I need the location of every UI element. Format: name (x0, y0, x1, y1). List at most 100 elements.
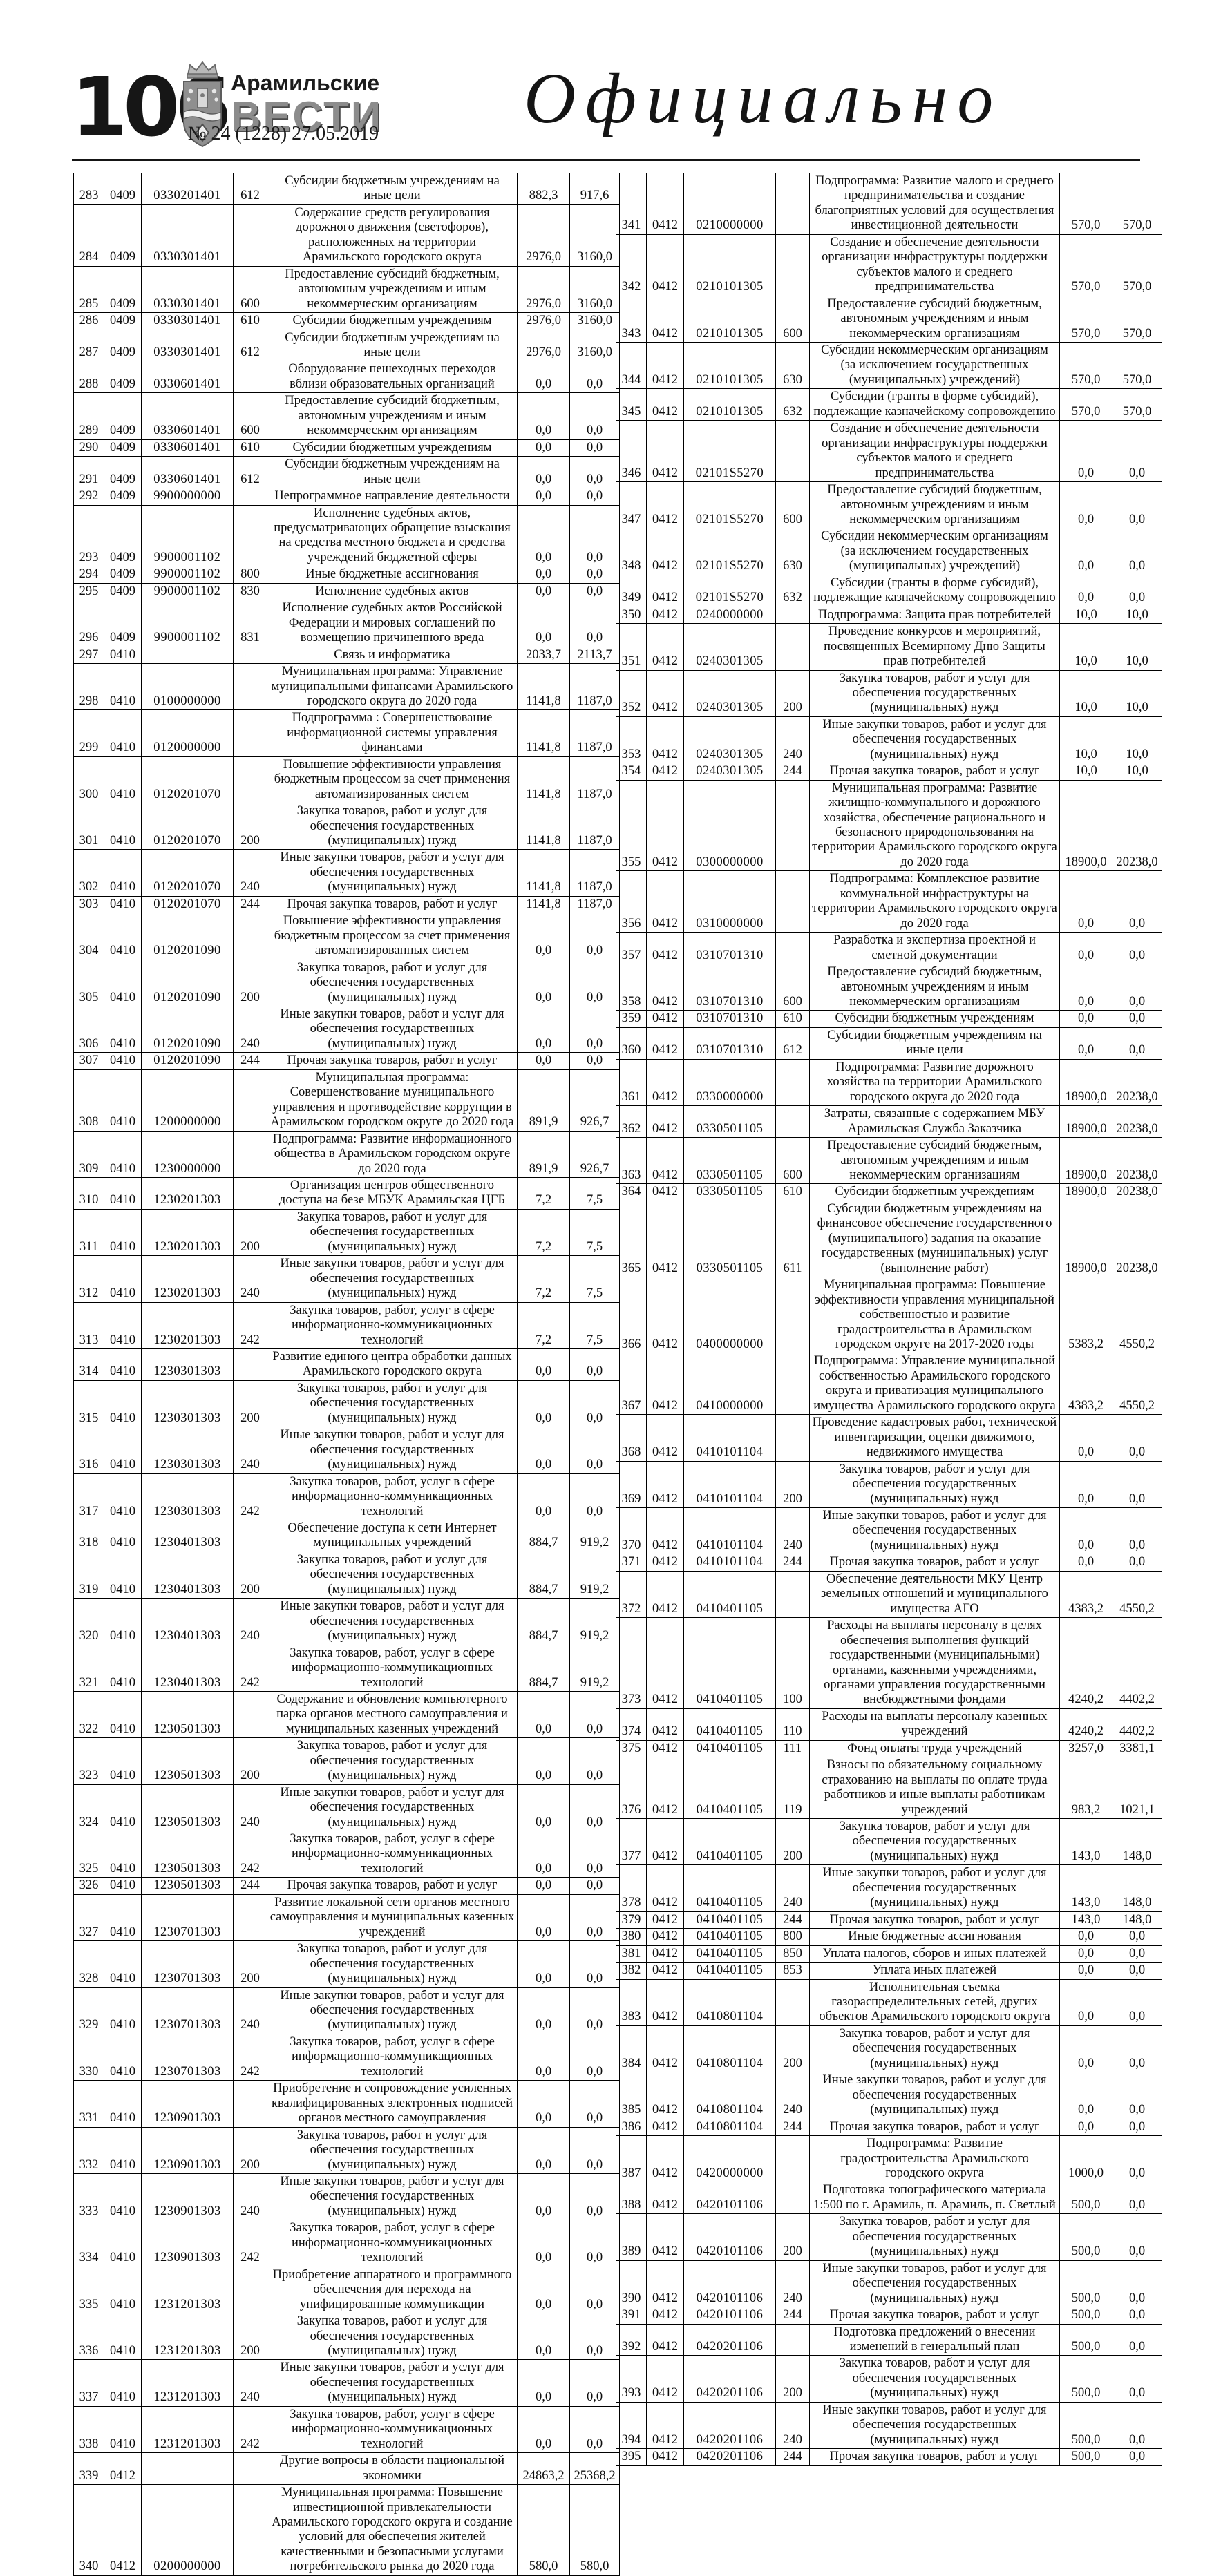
amount-2019: 0,0 (1059, 1945, 1112, 1963)
table-row: 312 0410 1230201303 240 Иные закупки товаров… (73, 1255, 620, 1303)
target-code: 0410101104 (683, 1460, 776, 1508)
row-number: 325 (73, 1831, 104, 1878)
expense-description: Субсидии бюджетным учреждениям на финанс… (809, 1200, 1060, 1278)
section-code: 0412 (646, 388, 684, 421)
expense-description: Разработка и экспертиза проектной и смет… (809, 932, 1060, 965)
table-row: 327 0410 1230701303 Развитие локальной сети… (73, 1893, 620, 1942)
row-number: 334 (73, 2220, 104, 2267)
target-code: 9900000000 (141, 488, 234, 506)
amount-2020: 0,0 (569, 439, 620, 457)
expense-type-code (233, 1130, 267, 1179)
amount-2020: 926,7 (569, 1069, 620, 1132)
expense-type-code: 119 (775, 1757, 810, 1820)
table-row: 380 0412 0410401105 800 Иные бюджетные ассиг… (616, 1928, 1162, 1946)
expense-description: Закупка товаров, работ, услуг в сфере ин… (267, 1473, 518, 1520)
expense-description: Приобретение аппаратного и программного … (267, 2266, 518, 2314)
amount-2019: 0,0 (1059, 1962, 1112, 1980)
row-number: 370 (616, 1507, 647, 1555)
amount-2019: 0,0 (1059, 481, 1112, 529)
section-code: 0410 (104, 2359, 142, 2407)
section-code: 0412 (646, 763, 684, 781)
target-code: 0310701310 (683, 932, 776, 965)
table-row: 297 0410 Связь и информатика 2033,7 2113,7 (73, 646, 620, 665)
expense-description: Закупка товаров, работ и услуг для обесп… (267, 1737, 518, 1785)
amount-2019: 500,0 (1059, 2355, 1112, 2403)
amount-2020: 20238,0 (1112, 779, 1162, 872)
table-row: 295 0409 9900001102 830 Исполнение судебных … (73, 582, 620, 601)
expense-description: Иные закупки товаров, работ и услуг для … (809, 1864, 1060, 1912)
expense-description: Муниципальная программа: Совершенствован… (267, 1069, 518, 1132)
amount-2019: 0,0 (517, 1380, 570, 1428)
target-code: 0330601401 (141, 361, 234, 394)
amount-2020: 0,0 (1112, 1414, 1162, 1462)
target-code: 0330501105 (683, 1183, 776, 1201)
expense-description: Взносы по обязательному социальному стра… (809, 1757, 1060, 1820)
target-code: 0420101106 (683, 2182, 776, 2215)
expense-description: Подпрограмма: Комплексное развитие комму… (809, 870, 1060, 933)
amount-2020: 919,2 (569, 1551, 620, 1599)
amount-2019: 7,2 (517, 1301, 570, 1349)
expense-type-code: 244 (233, 895, 267, 914)
target-code: 1230901303 (141, 2080, 234, 2128)
target-code: 9900001102 (141, 600, 234, 647)
expense-type-code (775, 1414, 810, 1462)
target-code: 0410401105 (683, 1739, 776, 1758)
expense-type-code (775, 606, 810, 624)
table-row: 351 0412 0240301305 Проведение конкурсов и … (616, 623, 1162, 671)
amount-2020: 7,5 (569, 1177, 620, 1210)
amount-2020: 0,0 (1112, 1978, 1162, 2026)
target-code: 9900001102 (141, 566, 234, 584)
expense-description: Организация центров общественного доступ… (267, 1177, 518, 1210)
amount-2019: 0,0 (517, 1052, 570, 1070)
row-number: 367 (616, 1353, 647, 1415)
table-row: 306 0410 0120201090 240 Иные закупки товаров… (73, 1006, 620, 1053)
expense-description: Исполнение судебных актов Российской Фед… (267, 600, 518, 647)
table-row: 284 0409 0330301401 Содержание средств регу… (73, 204, 620, 267)
section-code: 0410 (104, 1690, 142, 1739)
expense-type-code: 831 (233, 600, 267, 647)
amount-2020: 0,0 (1112, 2355, 1162, 2403)
section-code: 0410 (104, 663, 142, 711)
table-row: 367 0412 0410000000 Подпрограмма: Управлени… (616, 1353, 1162, 1415)
row-number: 393 (616, 2355, 647, 2403)
table-row: 350 0412 0240000000 Подпрограмма: Защита пр… (616, 606, 1162, 624)
section-code: 0409 (104, 504, 142, 567)
amount-2020: 2113,7 (569, 646, 620, 665)
amount-2019: 18900,0 (1059, 1058, 1112, 1107)
row-number: 337 (73, 2359, 104, 2407)
section-code: 0410 (104, 1301, 142, 1349)
amount-2019: 2976,0 (517, 312, 570, 330)
expense-type-code: 200 (233, 1551, 267, 1599)
amount-2019: 570,0 (1059, 173, 1112, 235)
target-code: 0120201090 (141, 1052, 234, 1070)
table-row: 379 0412 0410401105 244 Прочая закупка товар… (616, 1911, 1162, 1929)
amount-2019: 884,7 (517, 1519, 570, 1552)
amount-2020: 0,0 (1112, 1928, 1162, 1946)
row-number: 359 (616, 1010, 647, 1028)
expense-description: Подпрограмма: Развитие информационного о… (267, 1130, 518, 1179)
expense-type-code: 200 (233, 1380, 267, 1428)
target-code: 0410401105 (683, 1928, 776, 1946)
amount-2019: 4383,2 (1059, 1570, 1112, 1619)
amount-2019: 0,0 (1059, 1507, 1112, 1555)
expense-type-code: 200 (775, 1818, 810, 1866)
amount-2019: 570,0 (1059, 295, 1112, 343)
amount-2020: 0,0 (569, 392, 620, 440)
amount-2020: 0,0 (569, 2080, 620, 2128)
table-row: 285 0409 0330301401 600 Предоставление субси… (73, 265, 620, 314)
section-code: 0412 (646, 295, 684, 343)
amount-2020: 4550,2 (1112, 1570, 1162, 1619)
expense-description: Подпрограмма: Развитие дорожного хозяйст… (809, 1058, 1060, 1107)
amount-2020: 570,0 (1112, 295, 1162, 343)
section-code: 0412 (104, 2452, 142, 2486)
row-number: 322 (73, 1690, 104, 1739)
table-row: 316 0410 1230301303 240 Иные закупки товаров… (73, 1427, 620, 1474)
row-number: 385 (616, 2072, 647, 2119)
target-code: 0410101104 (683, 1414, 776, 1462)
expense-type-code (233, 663, 267, 711)
row-number: 360 (616, 1027, 647, 1060)
expense-type-code (233, 504, 267, 567)
section-code: 0412 (646, 233, 684, 296)
budget-table-left: 283 0409 0330201401 612 Субсидии бюджетным у… (73, 173, 620, 2576)
target-code: 02101S5270 (683, 528, 776, 575)
